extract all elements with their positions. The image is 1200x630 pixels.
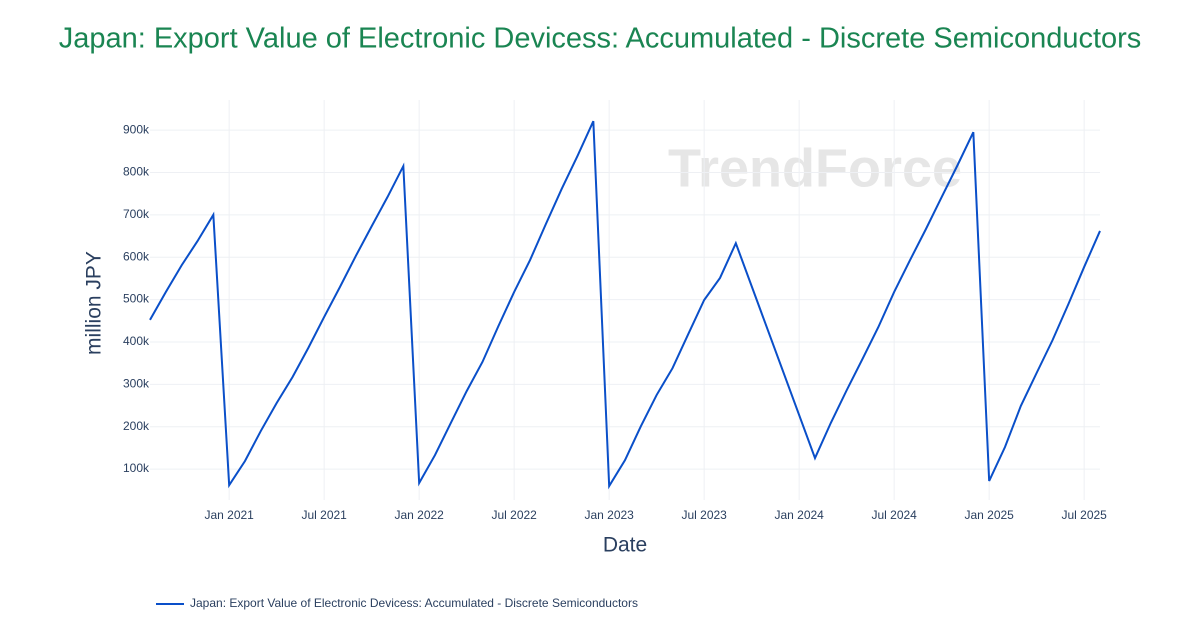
y-tick-label: 800k	[123, 165, 150, 179]
x-tick-label: Jul 2022	[491, 508, 537, 522]
y-tick-label: 700k	[123, 207, 150, 221]
x-tick-label: Jul 2021	[301, 508, 347, 522]
x-tick-label: Jan 2022	[394, 508, 444, 522]
x-tick-label: Jan 2021	[204, 508, 254, 522]
legend-label: Japan: Export Value of Electronic Device…	[190, 596, 638, 610]
y-tick-label: 100k	[123, 461, 150, 475]
y-tick-label: 900k	[123, 122, 150, 136]
y-tick-label: 300k	[123, 376, 150, 390]
y-tick-label: 600k	[123, 249, 150, 263]
x-tick-label: Jan 2024	[774, 508, 824, 522]
y-axis-title: million JPY	[83, 251, 106, 355]
x-axis-title: Date	[603, 534, 647, 557]
y-tick-label: 400k	[123, 334, 150, 348]
watermark: TrendForce	[668, 138, 962, 198]
x-tick-label: Jan 2025	[964, 508, 1014, 522]
legend: Japan: Export Value of Electronic Device…	[156, 596, 638, 610]
x-tick-label: Jul 2024	[871, 508, 917, 522]
series-line	[149, 120, 1101, 490]
y-tick-label: 200k	[123, 419, 150, 433]
y-tick-label: 500k	[123, 292, 150, 306]
plot-area	[149, 120, 1101, 490]
x-tick-label: Jan 2023	[584, 508, 634, 522]
x-tick-label: Jul 2023	[681, 508, 727, 522]
grid: 100k 200k 300k 400k 500k 600k 700k 800k 900k Jan …	[123, 100, 1107, 522]
x-tick-label: Jul 2025	[1061, 508, 1107, 522]
chart-title: Japan: Export Value of Electronic Device…	[59, 23, 1142, 55]
